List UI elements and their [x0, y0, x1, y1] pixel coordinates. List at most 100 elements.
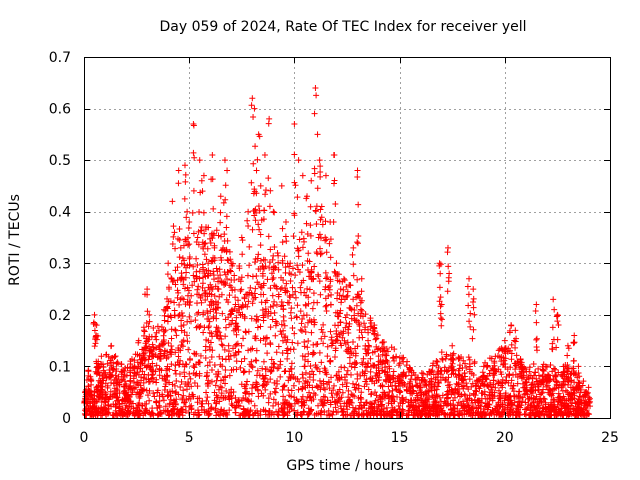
- data-point: [367, 315, 374, 322]
- data-point: [587, 403, 594, 410]
- data-point: [297, 308, 304, 315]
- data-point: [298, 279, 305, 286]
- data-point: [146, 343, 153, 350]
- data-point: [346, 320, 353, 327]
- data-point: [297, 289, 304, 296]
- data-point: [222, 356, 229, 363]
- data-point: [279, 239, 286, 246]
- data-point: [538, 390, 545, 397]
- data-point: [168, 346, 175, 353]
- data-point: [546, 408, 553, 415]
- data-point: [526, 364, 533, 371]
- data-point: [240, 303, 247, 310]
- data-point: [422, 390, 429, 397]
- data-point: [326, 240, 333, 247]
- data-point: [347, 282, 354, 289]
- data-point: [438, 322, 445, 329]
- data-point: [439, 355, 446, 362]
- data-point: [218, 341, 225, 348]
- data-point: [203, 373, 210, 380]
- data-point: [309, 384, 316, 391]
- data-point: [499, 384, 506, 391]
- data-point: [221, 282, 228, 289]
- data-point: [171, 299, 178, 306]
- data-point: [555, 390, 562, 397]
- data-point-peak: [316, 157, 323, 164]
- data-point: [334, 295, 341, 302]
- data-point: [451, 411, 458, 418]
- data-point: [228, 284, 235, 291]
- data-point: [154, 387, 161, 394]
- data-point: [514, 374, 521, 381]
- data-point: [539, 371, 546, 378]
- data-point: [140, 350, 147, 357]
- data-point: [139, 368, 146, 375]
- data-point: [428, 382, 435, 389]
- data-point: [345, 387, 352, 394]
- data-point: [190, 263, 197, 270]
- data-point: [222, 366, 229, 373]
- data-point: [496, 354, 503, 361]
- data-point: [180, 337, 187, 344]
- data-point: [176, 225, 183, 232]
- data-point: [178, 275, 185, 282]
- data-point: [499, 401, 506, 408]
- data-point: [85, 405, 92, 412]
- data-point: [253, 272, 260, 279]
- data-point: [463, 410, 470, 417]
- data-point: [437, 270, 444, 277]
- data-point: [371, 399, 378, 406]
- data-point-peak: [108, 342, 115, 349]
- data-point: [213, 371, 220, 378]
- data-point: [161, 387, 168, 394]
- data-point: [271, 282, 278, 289]
- data-point: [257, 242, 264, 249]
- data-point: [228, 277, 235, 284]
- data-point: [292, 272, 299, 279]
- data-point: [213, 227, 220, 234]
- data-point: [207, 240, 214, 247]
- data-point: [136, 394, 143, 401]
- data-point: [315, 402, 322, 409]
- data-point: [187, 356, 194, 363]
- data-point: [296, 378, 303, 385]
- data-point: [316, 349, 323, 356]
- chart-title: Day 059 of 2024, Rate Of TEC Index for r…: [159, 19, 526, 35]
- data-point: [248, 315, 255, 322]
- data-point: [501, 397, 508, 404]
- data-point: [542, 401, 549, 408]
- y-tick-label: 0: [62, 411, 71, 427]
- data-point: [434, 368, 441, 375]
- data-point: [301, 363, 308, 370]
- data-point: [251, 259, 258, 266]
- x-tick-label: 5: [185, 430, 194, 446]
- data-point: [349, 404, 356, 411]
- data-point-peak: [295, 157, 302, 164]
- data-point: [326, 412, 333, 419]
- data-point: [177, 296, 184, 303]
- data-point: [266, 259, 273, 266]
- data-point: [481, 381, 488, 388]
- data-point-peak: [266, 115, 273, 122]
- data-point: [283, 280, 290, 287]
- data-point-peak: [522, 378, 529, 385]
- data-point: [271, 388, 278, 395]
- data-point: [274, 320, 281, 327]
- data-point: [249, 364, 256, 371]
- data-point: [395, 362, 402, 369]
- data-point: [451, 406, 458, 413]
- data-point: [475, 383, 482, 390]
- data-point: [334, 337, 341, 344]
- data-point: [275, 401, 282, 408]
- data-point: [530, 404, 537, 411]
- data-point: [355, 232, 362, 239]
- data-point: [85, 368, 92, 375]
- data-point: [322, 237, 329, 244]
- data-point: [465, 302, 472, 309]
- data-point: [351, 307, 358, 314]
- data-point: [294, 398, 301, 405]
- data-point: [235, 297, 242, 304]
- data-point: [226, 372, 233, 379]
- data-point-peak: [224, 167, 231, 174]
- data-point: [416, 407, 423, 414]
